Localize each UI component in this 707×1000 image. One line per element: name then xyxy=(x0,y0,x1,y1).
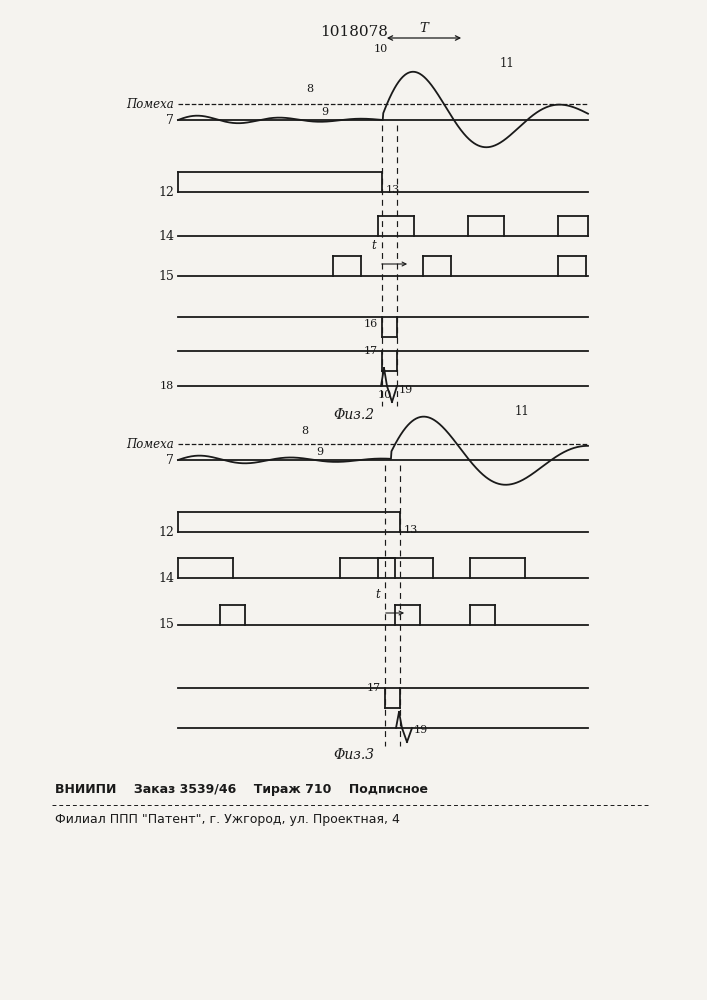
Text: 19: 19 xyxy=(399,385,414,395)
Text: 13: 13 xyxy=(404,525,419,535)
Text: 7: 7 xyxy=(166,454,174,466)
Text: 18: 18 xyxy=(160,381,174,391)
Text: ВНИИПИ    Заказ 3539/46    Тираж 710    Подписное: ВНИИПИ Заказ 3539/46 Тираж 710 Подписное xyxy=(55,784,428,796)
Text: 15: 15 xyxy=(158,618,174,632)
Text: 9: 9 xyxy=(317,447,324,457)
Text: 9: 9 xyxy=(322,107,329,117)
Text: 8: 8 xyxy=(301,426,308,436)
Text: 11: 11 xyxy=(500,57,515,70)
Text: Филиал ППП "Патент", г. Ужгород, ул. Проектная, 4: Филиал ППП "Патент", г. Ужгород, ул. Про… xyxy=(55,814,400,826)
Text: 17: 17 xyxy=(364,346,378,356)
Text: 1018078: 1018078 xyxy=(320,25,388,39)
Text: 8: 8 xyxy=(306,84,314,94)
Text: Помеха: Помеха xyxy=(127,438,174,450)
Text: 7: 7 xyxy=(166,113,174,126)
Text: t: t xyxy=(371,239,376,252)
Text: 13: 13 xyxy=(386,185,400,195)
Text: Φиз.3: Φиз.3 xyxy=(334,748,375,762)
Text: 12: 12 xyxy=(158,186,174,198)
Text: 11: 11 xyxy=(515,405,530,418)
Text: 14: 14 xyxy=(158,230,174,242)
Text: 17: 17 xyxy=(367,683,381,693)
Text: 12: 12 xyxy=(158,526,174,538)
Text: 10: 10 xyxy=(374,44,388,54)
Text: 16: 16 xyxy=(363,319,378,329)
Text: t: t xyxy=(375,588,380,601)
Text: 19: 19 xyxy=(414,725,428,735)
Text: 14: 14 xyxy=(158,572,174,584)
Text: Φиз.2: Φиз.2 xyxy=(334,408,375,422)
Text: 10: 10 xyxy=(378,390,392,400)
Text: Помеха: Помеха xyxy=(127,98,174,110)
Text: T: T xyxy=(419,22,428,35)
Text: 15: 15 xyxy=(158,269,174,282)
